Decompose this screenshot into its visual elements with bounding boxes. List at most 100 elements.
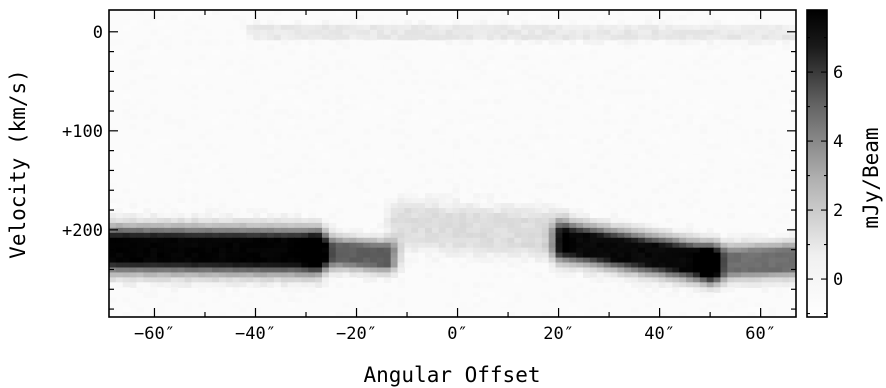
- heatmap-cell: [548, 84, 557, 90]
- heatmap-cell: [658, 203, 667, 209]
- heatmap-cell: [363, 188, 371, 194]
- heatmap-cell: [713, 183, 722, 189]
- heatmap-cell: [260, 272, 268, 278]
- heatmap-cell: [637, 34, 646, 41]
- heatmap-cell: [267, 272, 275, 278]
- heatmap-cell: [603, 287, 612, 293]
- x-tick-label: −60″: [134, 324, 175, 344]
- heatmap-cell: [754, 237, 763, 244]
- heatmap-cell: [163, 113, 172, 120]
- heatmap-cell: [225, 232, 234, 239]
- heatmap-cell: [109, 282, 117, 288]
- heatmap-cell: [411, 297, 419, 303]
- heatmap-cell: [479, 113, 488, 120]
- heatmap-cell: [198, 247, 206, 254]
- heatmap-cell: [438, 104, 447, 110]
- heatmap-cell: [328, 237, 337, 244]
- heatmap-cell: [294, 99, 302, 105]
- heatmap-cell: [260, 247, 268, 254]
- heatmap-cell: [157, 217, 165, 224]
- heatmap-cell: [589, 267, 598, 274]
- heatmap-cell: [143, 227, 151, 234]
- heatmap-cell: [603, 34, 612, 41]
- heatmap-cell: [754, 257, 763, 264]
- heatmap-cell: [596, 262, 605, 269]
- heatmap-cell: [136, 14, 144, 21]
- heatmap-cell: [624, 252, 632, 259]
- heatmap-cell: [287, 277, 296, 283]
- heatmap-cell: [308, 217, 316, 224]
- heatmap-cell: [699, 247, 708, 254]
- heatmap-cell: [349, 39, 357, 46]
- heatmap-cell: [335, 143, 344, 150]
- heatmap-cell: [507, 208, 515, 214]
- heatmap-cell: [479, 297, 488, 303]
- heatmap-cell: [569, 232, 577, 239]
- heatmap-cell: [692, 287, 701, 293]
- heatmap-cell: [184, 217, 193, 224]
- heatmap-cell: [239, 69, 247, 75]
- heatmap-cell: [541, 94, 550, 100]
- heatmap-cell: [418, 213, 426, 219]
- heatmap-cell: [143, 257, 151, 264]
- heatmap-cell: [583, 39, 591, 46]
- heatmap-cell: [741, 237, 749, 244]
- heatmap-cell: [397, 203, 406, 209]
- heatmap-cell: [473, 257, 481, 264]
- heatmap-cell: [734, 158, 742, 165]
- heatmap-cell: [576, 29, 584, 36]
- heatmap-cell: [321, 168, 330, 174]
- heatmap-cell: [768, 277, 776, 283]
- heatmap-cell: [431, 128, 440, 135]
- heatmap-cell: [541, 222, 550, 229]
- heatmap-cell: [280, 109, 289, 115]
- heatmap-cell: [287, 232, 296, 239]
- heatmap-cell: [692, 99, 701, 105]
- heatmap-cell: [562, 257, 570, 264]
- heatmap-cell: [782, 277, 790, 283]
- heatmap-cell: [431, 29, 440, 36]
- heatmap-cell: [761, 29, 770, 36]
- heatmap-cell: [445, 208, 454, 214]
- heatmap-cell: [775, 153, 783, 160]
- heatmap-cell: [438, 232, 447, 239]
- heatmap-cell: [267, 138, 275, 145]
- heatmap-cell: [177, 282, 186, 288]
- heatmap-cell: [479, 232, 488, 239]
- heatmap-cell: [651, 247, 660, 254]
- heatmap-cell: [534, 227, 543, 234]
- heatmap-cell: [768, 312, 776, 317]
- heatmap-cell: [521, 153, 529, 160]
- heatmap-cell: [205, 242, 213, 249]
- heatmap-cell: [555, 183, 564, 189]
- heatmap-cell: [596, 277, 605, 283]
- heatmap-cell: [280, 203, 289, 209]
- heatmap-cell: [143, 44, 151, 51]
- heatmap-cell: [500, 252, 509, 259]
- heatmap-cell: [734, 232, 742, 239]
- heatmap-cell: [699, 79, 708, 85]
- heatmap-cell: [163, 133, 172, 140]
- heatmap-cell: [610, 247, 618, 254]
- heatmap-cell: [376, 24, 385, 31]
- heatmap-cell: [129, 138, 138, 145]
- heatmap-cell: [706, 44, 715, 51]
- heatmap-cell: [445, 257, 454, 264]
- heatmap-cell: [720, 252, 728, 259]
- heatmap-cell: [404, 109, 412, 115]
- heatmap-cell: [672, 39, 680, 46]
- heatmap-cell: [500, 242, 509, 249]
- heatmap-cell: [692, 198, 701, 204]
- heatmap-cell: [370, 222, 378, 229]
- heatmap-cell: [768, 252, 776, 259]
- heatmap-cell: [349, 178, 357, 184]
- heatmap-cell: [665, 217, 673, 224]
- heatmap-cell: [479, 69, 488, 75]
- heatmap-cell: [514, 34, 522, 41]
- heatmap-cell: [651, 297, 660, 303]
- heatmap-cell: [741, 133, 749, 140]
- heatmap-cell: [500, 39, 509, 46]
- heatmap-cell: [287, 168, 296, 174]
- heatmap-cell: [692, 247, 701, 254]
- heatmap-cell: [225, 49, 234, 56]
